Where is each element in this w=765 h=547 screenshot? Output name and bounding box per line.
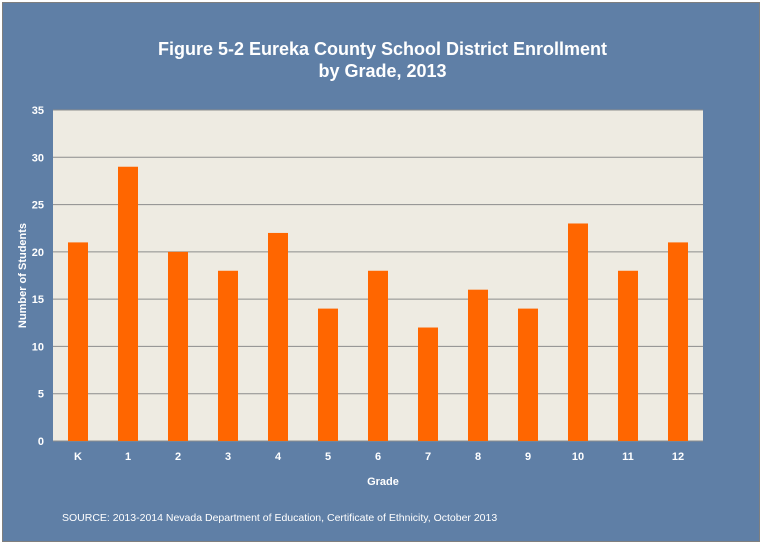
x-tick-label: 12 [672, 451, 684, 463]
y-tick-label: 35 [32, 105, 44, 117]
x-tick-labels: K 1 2 3 4 5 6 7 8 9 10 11 12 [74, 451, 684, 463]
bar-12 [668, 242, 688, 441]
y-tick-label: 0 [38, 436, 44, 448]
bar-10 [568, 223, 588, 441]
bar-9 [518, 308, 538, 441]
x-tick-label: 10 [572, 451, 584, 463]
bar-8 [468, 289, 488, 441]
bar-3 [218, 270, 238, 441]
bar-2 [168, 251, 188, 441]
x-tick-label: 11 [622, 451, 634, 463]
x-tick-label: 6 [375, 451, 381, 463]
chart-title-line-1: Figure 5-2 Eureka County School District… [157, 39, 608, 59]
y-tick-labels: 0 5 10 15 20 25 30 35 [32, 105, 44, 448]
y-tick-label: 20 [32, 247, 44, 259]
bars [68, 166, 688, 441]
x-tick-label: K [74, 451, 82, 463]
x-tick-label: 4 [275, 451, 282, 463]
bar-1 [118, 166, 138, 441]
x-tick-label: 1 [125, 451, 131, 463]
y-tick-label: 10 [32, 341, 44, 353]
y-tick-label: 15 [32, 294, 44, 306]
bar-11 [618, 270, 638, 441]
x-tick-label: 3 [225, 451, 231, 463]
y-tick-label: 30 [32, 152, 44, 164]
y-tick-label: 25 [32, 200, 44, 212]
bar-K [68, 242, 88, 441]
x-tick-label: 7 [425, 451, 431, 463]
source-note: SOURCE: 2013-2014 Nevada Department of E… [62, 512, 498, 524]
chart-title-line-2: by Grade, 2013 [318, 61, 447, 81]
bar-7 [418, 327, 438, 441]
x-axis-label: Grade [367, 476, 399, 488]
bar-4 [268, 232, 288, 441]
bar-5 [318, 308, 338, 441]
x-tick-label: 2 [175, 451, 181, 463]
chart-title: Figure 5-2 Eureka County School District… [0, 38, 765, 82]
x-tick-label: 5 [325, 451, 331, 463]
bar-6 [368, 270, 388, 441]
y-tick-label: 5 [38, 389, 44, 401]
x-tick-label: 8 [475, 451, 481, 463]
x-tick-label: 9 [525, 451, 531, 463]
y-axis-label: Number of Students [17, 223, 29, 328]
